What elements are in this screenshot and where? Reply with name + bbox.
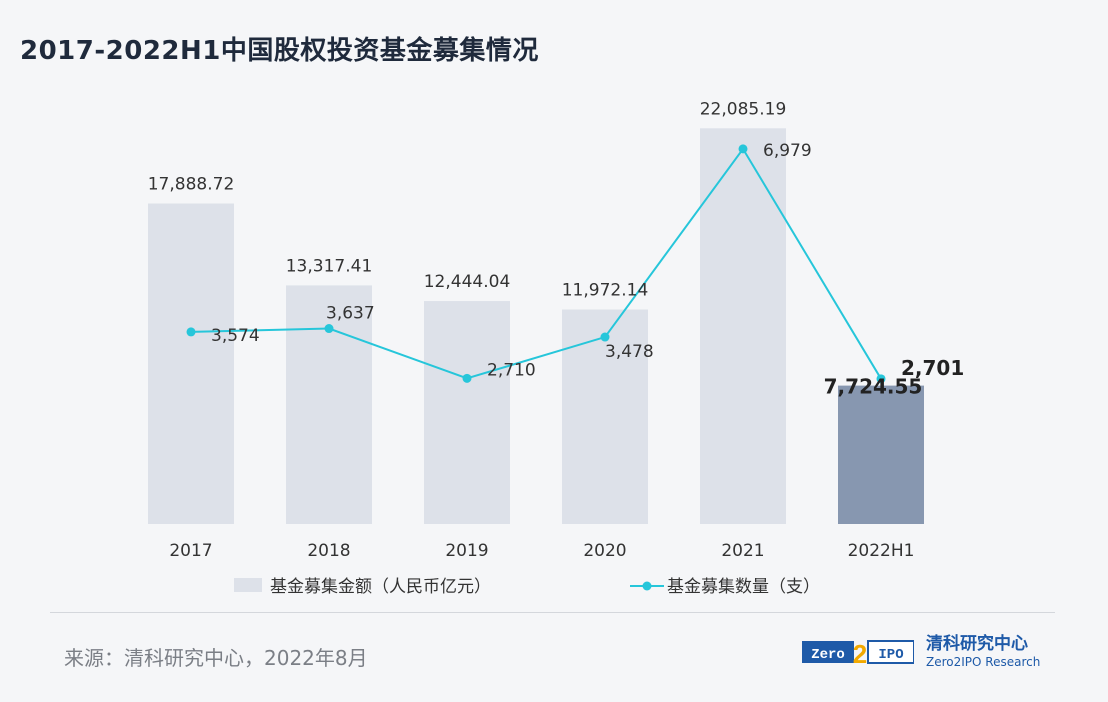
logo-name-cn: 清科研究中心 bbox=[926, 634, 1028, 654]
legend-label-amount: 基金募集金额（人民币亿元） bbox=[270, 577, 491, 597]
count-label-2019: 2,710 bbox=[487, 360, 536, 380]
count-point-2017 bbox=[186, 327, 196, 337]
amount-label-2020: 11,972.14 bbox=[562, 280, 649, 300]
count-series-line bbox=[190, 147, 882, 380]
amount-label-2022H1: 7,724.55 bbox=[824, 375, 923, 399]
logo-text: 清科研究中心 Zero2IPO Research bbox=[926, 634, 1040, 670]
logo-right-block bbox=[867, 640, 914, 664]
legend-swatch-amount bbox=[234, 578, 262, 592]
x-tick-2017: 2017 bbox=[169, 541, 212, 561]
x-tick-2018: 2018 bbox=[307, 541, 350, 561]
count-point-2020 bbox=[600, 332, 610, 342]
label-layer: 17,888.72 13,317.41 12,444.04 11,972.14 22,0… bbox=[148, 99, 965, 398]
footer-divider bbox=[50, 612, 1055, 613]
legend-label-count: 基金募集数量（支） bbox=[667, 577, 820, 597]
chart-title: 2017-2022H1中国股权投资基金募集情况 bbox=[20, 36, 539, 66]
legend-swatch-marker bbox=[642, 581, 652, 591]
bar-2021 bbox=[700, 128, 786, 524]
x-tick-2022H1: 2022H1 bbox=[848, 541, 915, 561]
count-label-2021: 6,979 bbox=[763, 141, 812, 161]
count-label-2022H1: 2,701 bbox=[901, 356, 964, 380]
bar-2022H1 bbox=[838, 385, 924, 524]
amount-label-2018: 13,317.41 bbox=[286, 256, 373, 276]
logo-left-block bbox=[802, 641, 854, 663]
count-point-2019 bbox=[462, 373, 472, 383]
legend: 基金募集金额（人民币亿元） 基金募集数量（支） bbox=[234, 577, 820, 597]
logo-mark-right: IPO bbox=[878, 647, 903, 663]
bar-layer bbox=[148, 128, 924, 524]
amount-label-2021: 22,085.19 bbox=[700, 99, 787, 119]
x-tick-2019: 2019 bbox=[445, 541, 488, 561]
logo-mark-left: Zero bbox=[811, 647, 845, 663]
count-point-2022H1 bbox=[876, 374, 886, 384]
bar-2019 bbox=[424, 301, 510, 524]
x-axis-ticks: 2017 2018 2019 2020 2021 2022H1 bbox=[169, 541, 914, 561]
source-note: 来源：清科研究中心，2022年8月 bbox=[64, 646, 368, 670]
count-point-2018 bbox=[324, 324, 334, 334]
x-tick-2021: 2021 bbox=[721, 541, 764, 561]
count-label-2020: 3,478 bbox=[605, 342, 654, 362]
chart-svg: 17,888.72 13,317.41 12,444.04 11,972.14 22,0… bbox=[148, 99, 965, 597]
amount-label-2017: 17,888.72 bbox=[148, 174, 235, 194]
bar-2017 bbox=[148, 203, 234, 524]
count-label-2017: 3,574 bbox=[211, 326, 260, 346]
line-layer bbox=[186, 144, 886, 384]
logo-name-en: Zero2IPO Research bbox=[926, 655, 1041, 669]
count-label-2018: 3,637 bbox=[326, 304, 375, 324]
count-point-2021 bbox=[738, 144, 748, 154]
zero2ipo-logo-icon: Zero 2 IPO bbox=[802, 639, 914, 666]
x-tick-2020: 2020 bbox=[583, 541, 626, 561]
logo-mark-mid: 2 bbox=[853, 639, 867, 666]
amount-label-2019: 12,444.04 bbox=[424, 272, 511, 292]
